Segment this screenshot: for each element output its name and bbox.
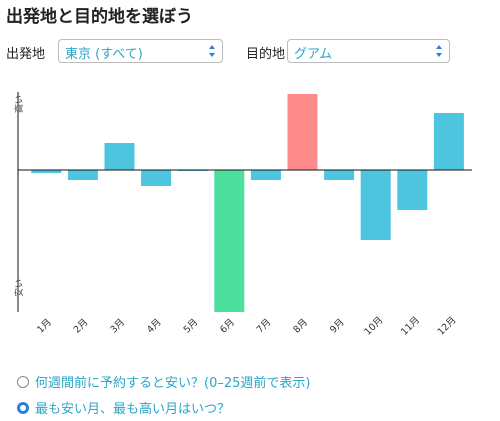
x-tick-label: 7月: [255, 317, 274, 336]
x-tick-label: 2月: [72, 317, 91, 336]
radio-weeks-before[interactable]: [17, 375, 29, 388]
destination-select[interactable]: グアム: [287, 39, 450, 63]
x-tick-label: 12月: [436, 315, 459, 338]
monthly-price-chart: 高い 安い 1月 2月 3月 4月 5月 6月 7月 8月 9月 10月 11月 12月: [13, 92, 472, 338]
bar-2月: [67, 170, 98, 180]
bar-10月: [360, 170, 391, 240]
x-tick-label: 9月: [328, 317, 347, 336]
origin-select[interactable]: 東京 (すべて): [58, 39, 223, 63]
x-tick-label: 3月: [108, 317, 127, 336]
option-weeks-before[interactable]: 何週間前に予約すると安い？(0–25週前で表示): [17, 372, 310, 391]
option-cheapest-month[interactable]: 最も安い月、最も高い月はいつ？: [17, 398, 230, 417]
destination-select-value: グアム: [294, 47, 333, 62]
select-arrows-icon: [436, 45, 442, 57]
x-tick-label: 5月: [182, 317, 201, 336]
origin-label: 出発地: [6, 47, 46, 62]
select-arrows-icon: [209, 45, 215, 57]
bar-9月: [324, 170, 355, 180]
radio-cheapest-month[interactable]: [17, 401, 29, 414]
bar-7月: [250, 170, 281, 180]
bar-1月: [31, 170, 62, 173]
bar-3月: [104, 143, 135, 170]
x-tick-label: 11月: [399, 315, 422, 338]
y-axis-low-label: 安い: [13, 279, 25, 297]
bar-12月: [433, 113, 464, 170]
bar-8月: [287, 94, 318, 170]
option-weeks-before-label: 何週間前に予約すると安い？(0–25週前で表示): [35, 376, 311, 391]
option-cheapest-month-label: 最も安い月、最も高い月はいつ？: [35, 402, 231, 417]
x-tick-label: 6月: [218, 317, 237, 336]
bar-6月: [214, 170, 245, 312]
y-axis-high-label: 高い: [13, 95, 25, 113]
page-title: 出発地と目的地を選ぼう: [6, 7, 193, 27]
x-tick-label: 1月: [35, 317, 54, 336]
origin-select-value: 東京 (すべて): [65, 47, 143, 62]
bar-4月: [141, 170, 172, 186]
x-tick-label: 8月: [291, 317, 310, 336]
x-tick-label: 4月: [145, 317, 164, 336]
x-tick-label: 10月: [362, 315, 385, 338]
destination-label: 目的地: [246, 47, 286, 62]
bar-11月: [397, 170, 428, 210]
